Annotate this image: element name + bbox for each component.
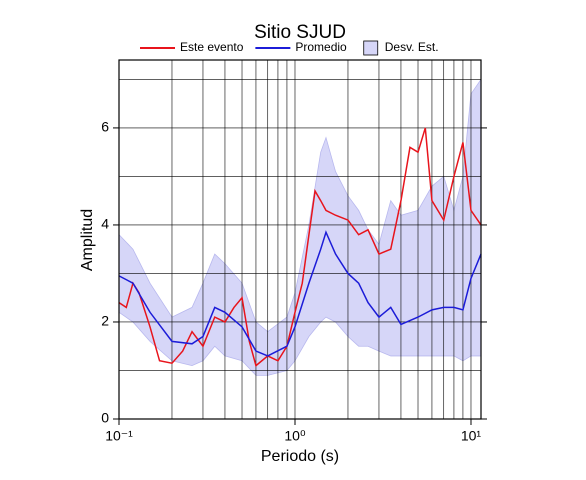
plot-frame [118, 59, 482, 420]
y-tick-label: 2 [101, 313, 109, 329]
x-tick-label: 10¹ [461, 428, 482, 444]
chart-title: Sitio SJUD [254, 22, 346, 43]
x-tick-label: 10⁰ [284, 428, 306, 444]
x-axis-label: Periodo (s) [261, 448, 339, 465]
y-tick-label: 6 [101, 119, 109, 135]
series-line [118, 127, 482, 367]
legend-swatch [363, 40, 379, 56]
x-tick-label: 10⁻¹ [105, 428, 133, 444]
y-tick-label: 4 [101, 216, 109, 232]
legend-label: Promedio [295, 40, 347, 54]
legend-label: Desv. Est. [385, 40, 439, 54]
y-axis-label: Amplitud [79, 209, 96, 271]
series-line [118, 230, 482, 357]
y-tick-label: 0 [101, 410, 109, 426]
std-band [118, 78, 482, 376]
legend-label: Este evento [180, 40, 244, 54]
